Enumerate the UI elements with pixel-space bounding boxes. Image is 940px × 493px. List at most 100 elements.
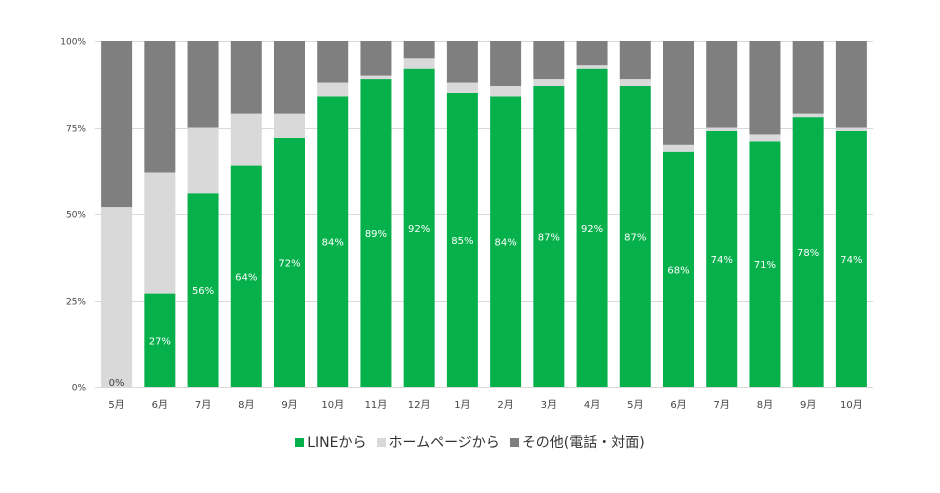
data-label: 84% xyxy=(322,238,344,249)
legend: LINEから ホームページから その他(電話・対面) xyxy=(0,432,940,452)
bar-segment-3 xyxy=(274,41,305,114)
data-label: 71% xyxy=(754,260,776,271)
data-labels: 0% 27% 56% 64% 72% 84% 89% 92% 85% 84% 87% 92% 87% 68… xyxy=(109,224,863,389)
bar-segment-2 xyxy=(706,127,738,131)
bar-segment-1 xyxy=(490,96,522,388)
bar-segment-3 xyxy=(792,41,824,114)
x-tick-label: 8月 xyxy=(238,399,254,411)
bar-segment-1 xyxy=(446,92,478,388)
x-tick-label: 5月 xyxy=(108,399,124,411)
x-tick-label: 7月 xyxy=(714,399,730,411)
bar-segment-3 xyxy=(749,41,781,135)
data-label: 74% xyxy=(711,255,733,266)
data-label: 87% xyxy=(538,232,560,243)
x-tick-label: 9月 xyxy=(281,399,297,411)
bar-segment-1 xyxy=(317,96,349,388)
bar-segment-1 xyxy=(749,141,781,387)
data-label: 27% xyxy=(149,336,171,347)
bar-segment-2 xyxy=(360,75,392,80)
data-label: 84% xyxy=(494,238,516,249)
data-label: 87% xyxy=(624,232,646,243)
bar-segment-3 xyxy=(619,41,651,80)
bar-segment-2 xyxy=(490,85,522,97)
x-tick-label: 11月 xyxy=(365,399,388,411)
x-tick-label: 10月 xyxy=(321,399,344,411)
bar-segment-3 xyxy=(144,41,176,173)
data-label: 78% xyxy=(797,248,819,259)
bar-segment-2 xyxy=(144,172,176,294)
bar-segment-3 xyxy=(490,41,522,86)
bar-segment-2 xyxy=(792,113,824,118)
bar-segment-3 xyxy=(663,41,694,145)
bar-segment-3 xyxy=(706,41,738,128)
data-label: 85% xyxy=(451,236,473,247)
legend-swatch-line xyxy=(295,437,305,447)
y-tick-label: 0% xyxy=(72,384,87,394)
y-tick-label: 50% xyxy=(66,211,86,221)
bar-segment-1 xyxy=(403,68,435,388)
x-tick-label: 6月 xyxy=(152,399,168,411)
bar-segment-3 xyxy=(533,41,565,80)
bar-segment-1 xyxy=(187,193,219,387)
data-label: 56% xyxy=(192,286,214,297)
bar-segment-1 xyxy=(663,151,694,387)
bar-segment-3 xyxy=(101,41,133,208)
bar-segment-2 xyxy=(749,134,781,142)
bar-segment-3 xyxy=(317,41,349,83)
x-tick-label: 1月 xyxy=(454,399,470,411)
bar-segment-2 xyxy=(446,82,478,93)
bar-segment-1 xyxy=(706,130,738,387)
legend-label-line: LINEから xyxy=(307,435,367,451)
bar-segment-1 xyxy=(792,117,824,388)
data-label: 0% xyxy=(109,378,125,389)
bar-segment-1 xyxy=(619,85,651,387)
bar-segment-2 xyxy=(230,113,262,166)
data-label: 72% xyxy=(278,258,300,269)
bar-segment-1 xyxy=(360,79,392,387)
bar-segment-3 xyxy=(835,41,867,128)
bar-segment-3 xyxy=(446,41,478,83)
legend-swatch-homepage xyxy=(376,437,386,447)
x-tick-label: 5月 xyxy=(627,399,643,411)
legend-label-homepage: ホームページから xyxy=(388,435,500,451)
x-tick-label: 8月 xyxy=(757,399,773,411)
bar-segment-3 xyxy=(576,41,608,66)
data-label: 68% xyxy=(667,265,689,276)
bar-segment-1 xyxy=(576,68,608,388)
y-tick-label: 75% xyxy=(66,125,86,135)
stacked-bar-chart: 0% 27% 56% 64% 72% 84% 89% 92% 85% 84% 87% 92% 87% 68… xyxy=(60,38,873,411)
x-tick-label: 9月 xyxy=(800,399,816,411)
legend-swatch-other xyxy=(509,437,519,447)
bar-segment-2 xyxy=(274,113,305,138)
bar-segment-3 xyxy=(187,41,219,128)
legend-item-other: その他(電話・対面) xyxy=(509,432,645,452)
y-tick-label: 100% xyxy=(60,38,86,48)
data-label: 64% xyxy=(235,272,257,283)
x-tick-label: 12月 xyxy=(408,399,431,411)
bar-segment-2 xyxy=(403,58,435,69)
bars xyxy=(101,41,867,388)
legend-label-other: その他(電話・対面) xyxy=(521,435,645,451)
x-tick-label: 7月 xyxy=(195,399,211,411)
bar-segment-2 xyxy=(187,127,219,194)
x-tick-label: 2月 xyxy=(497,399,513,411)
bar-segment-1 xyxy=(144,293,176,387)
bar-segment-2 xyxy=(317,82,349,97)
x-tick-label: 4月 xyxy=(584,399,600,411)
bar-segment-2 xyxy=(835,127,867,131)
bar-segment-2 xyxy=(101,207,133,387)
x-tick-label: 6月 xyxy=(670,399,686,411)
x-tick-label: 10月 xyxy=(840,399,863,411)
legend-item-line: LINEから xyxy=(295,432,367,452)
bar-segment-2 xyxy=(533,79,565,86)
bar-segment-1 xyxy=(835,130,867,387)
legend-item-homepage: ホームページから xyxy=(376,432,500,452)
bar-segment-1 xyxy=(230,165,262,387)
gridlines xyxy=(95,41,873,388)
bar-segment-3 xyxy=(403,41,435,59)
bar-segment-2 xyxy=(619,79,651,86)
y-tick-label: 25% xyxy=(66,298,86,308)
bar-segment-2 xyxy=(576,65,608,69)
bar-segment-3 xyxy=(360,41,392,76)
